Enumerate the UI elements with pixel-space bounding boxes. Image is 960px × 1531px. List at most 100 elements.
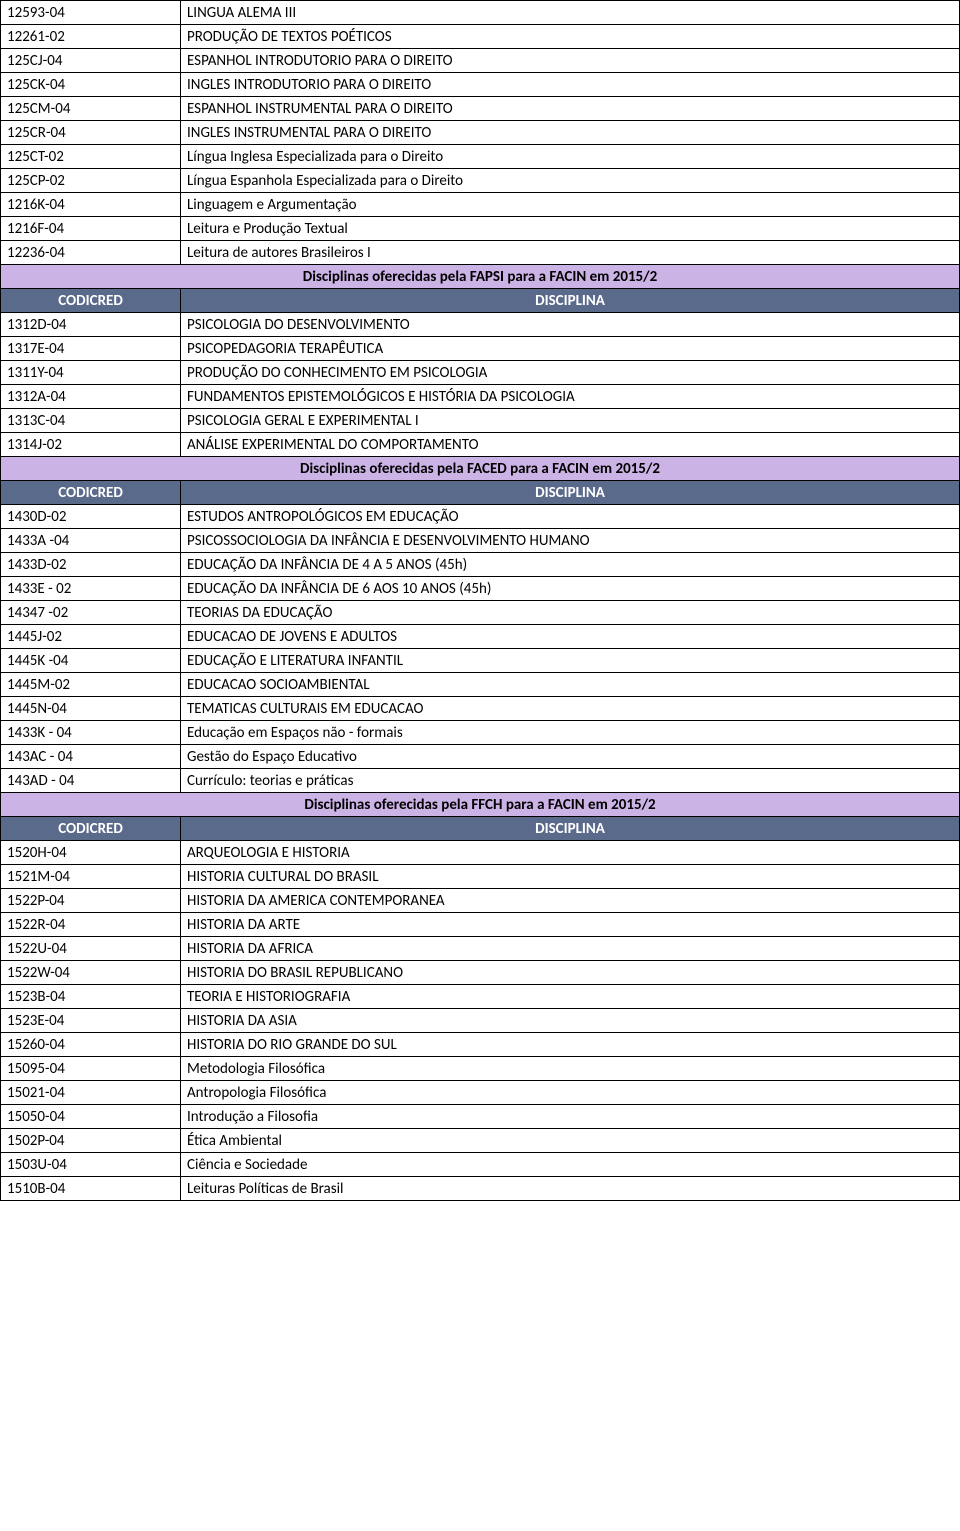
- course-code: 12236-04: [1, 241, 181, 265]
- table-row: 1520H-04ARQUEOLOGIA E HISTORIA: [1, 841, 960, 865]
- table-row: 1523E-04HISTORIA DA ASIA: [1, 1009, 960, 1033]
- course-code: 1317E-04: [1, 337, 181, 361]
- table-row: 1445J-02EDUCACAO DE JOVENS E ADULTOS: [1, 625, 960, 649]
- table-row: 1317E-04PSICOPEDAGORIA TERAPÊUTICA: [1, 337, 960, 361]
- course-code: 1433E - 02: [1, 577, 181, 601]
- course-code: 15095-04: [1, 1057, 181, 1081]
- table-row: 125CJ-04ESPANHOL INTRODUTORIO PARA O DIR…: [1, 49, 960, 73]
- course-description: EDUCAÇÃO DA INFÂNCIA DE 6 AOS 10 ANOS (4…: [181, 577, 960, 601]
- course-code: 1502P-04: [1, 1129, 181, 1153]
- table-row: 1312A-04FUNDAMENTOS EPISTEMOLÓGICOS E HI…: [1, 385, 960, 409]
- course-code: 1523E-04: [1, 1009, 181, 1033]
- table-row: 1430D-02ESTUDOS ANTROPOLÓGICOS EM EDUCAÇ…: [1, 505, 960, 529]
- table-row: 1523B-04TEORIA E HISTORIOGRAFIA: [1, 985, 960, 1009]
- course-description: HISTORIA DO BRASIL REPUBLICANO: [181, 961, 960, 985]
- table-row: 1522P-04HISTORIA DA AMERICA CONTEMPORANE…: [1, 889, 960, 913]
- table-row: 1433E - 02EDUCAÇÃO DA INFÂNCIA DE 6 AOS …: [1, 577, 960, 601]
- table-row: 15095-04Metodologia Filosófica: [1, 1057, 960, 1081]
- course-code: 125CT-02: [1, 145, 181, 169]
- table-row: 12261-02PRODUÇÃO DE TEXTOS POÉTICOS: [1, 25, 960, 49]
- table-row: 125CM-04ESPANHOL INSTRUMENTAL PARA O DIR…: [1, 97, 960, 121]
- course-description: ARQUEOLOGIA E HISTORIA: [181, 841, 960, 865]
- table-row: 1216F-04Leitura e Produção Textual: [1, 217, 960, 241]
- table-row: 1510B-04Leituras Políticas de Brasil: [1, 1177, 960, 1201]
- course-description: PSICOLOGIA GERAL E EXPERIMENTAL I: [181, 409, 960, 433]
- course-code: 12593-04: [1, 1, 181, 25]
- course-code: 15021-04: [1, 1081, 181, 1105]
- course-description: INGLES INTRODUTORIO PARA O DIREITO: [181, 73, 960, 97]
- table-row: 1522R-04HISTORIA DA ARTE: [1, 913, 960, 937]
- table-row: 1502P-04Ética Ambiental: [1, 1129, 960, 1153]
- course-description: PRODUÇÃO DE TEXTOS POÉTICOS: [181, 25, 960, 49]
- course-description: Língua Espanhola Especializada para o Di…: [181, 169, 960, 193]
- section-title-row: Disciplinas oferecidas pela FACED para a…: [1, 457, 960, 481]
- course-description: Leituras Políticas de Brasil: [181, 1177, 960, 1201]
- table-row: 1433K - 04Educação em Espaços não - form…: [1, 721, 960, 745]
- table-row: 15050-04Introdução a Filosofia: [1, 1105, 960, 1129]
- course-code: 1312D-04: [1, 313, 181, 337]
- table-row: 1503U-04Ciência e Sociedade: [1, 1153, 960, 1177]
- section-title: Disciplinas oferecidas pela FFCH para a …: [1, 793, 960, 817]
- table-row: 125CK-04INGLES INTRODUTORIO PARA O DIREI…: [1, 73, 960, 97]
- course-code: 15260-04: [1, 1033, 181, 1057]
- course-table: 12593-04LINGUA ALEMA III12261-02PRODUÇÃO…: [0, 0, 960, 1201]
- course-code: 1445J-02: [1, 625, 181, 649]
- course-code: 1433K - 04: [1, 721, 181, 745]
- course-code: 1433A -04: [1, 529, 181, 553]
- table-row: 1445K -04EDUCAÇÃO E LITERATURA INFANTIL: [1, 649, 960, 673]
- course-code: 1216K-04: [1, 193, 181, 217]
- course-description: Introdução a Filosofia: [181, 1105, 960, 1129]
- course-description: TEORIA E HISTORIOGRAFIA: [181, 985, 960, 1009]
- course-description: ESTUDOS ANTROPOLÓGICOS EM EDUCAÇÃO: [181, 505, 960, 529]
- table-row: 1521M-04HISTORIA CULTURAL DO BRASIL: [1, 865, 960, 889]
- table-row: 143AD - 04Currículo: teorias e práticas: [1, 769, 960, 793]
- table-row: 1314J-02ANÁLISE EXPERIMENTAL DO COMPORTA…: [1, 433, 960, 457]
- course-description: Ciência e Sociedade: [181, 1153, 960, 1177]
- course-code: 1522W-04: [1, 961, 181, 985]
- course-code: 125CK-04: [1, 73, 181, 97]
- course-code: 1430D-02: [1, 505, 181, 529]
- course-code: 1510B-04: [1, 1177, 181, 1201]
- course-code: 1522U-04: [1, 937, 181, 961]
- course-code: 125CR-04: [1, 121, 181, 145]
- course-description: Currículo: teorias e práticas: [181, 769, 960, 793]
- section-title: Disciplinas oferecidas pela FACED para a…: [1, 457, 960, 481]
- course-description: EDUCACAO SOCIOAMBIENTAL: [181, 673, 960, 697]
- course-code: 125CP-02: [1, 169, 181, 193]
- course-code: 1503U-04: [1, 1153, 181, 1177]
- course-code: 14347 -02: [1, 601, 181, 625]
- course-description: INGLES INSTRUMENTAL PARA O DIREITO: [181, 121, 960, 145]
- course-code: 1312A-04: [1, 385, 181, 409]
- course-code: 1314J-02: [1, 433, 181, 457]
- description-column-header: DISCIPLINA: [181, 817, 960, 841]
- table-row: 15260-04HISTORIA DO RIO GRANDE DO SUL: [1, 1033, 960, 1057]
- course-description: FUNDAMENTOS EPISTEMOLÓGICOS E HISTÓRIA D…: [181, 385, 960, 409]
- column-header-row: CODICREDDISCIPLINA: [1, 289, 960, 313]
- course-code: 1520H-04: [1, 841, 181, 865]
- code-column-header: CODICRED: [1, 289, 181, 313]
- course-code: 1445K -04: [1, 649, 181, 673]
- column-header-row: CODICREDDISCIPLINA: [1, 817, 960, 841]
- course-code: 1521M-04: [1, 865, 181, 889]
- course-code: 125CJ-04: [1, 49, 181, 73]
- course-description: HISTORIA DO RIO GRANDE DO SUL: [181, 1033, 960, 1057]
- course-code: 125CM-04: [1, 97, 181, 121]
- course-description: Linguagem e Argumentação: [181, 193, 960, 217]
- section-title-row: Disciplinas oferecidas pela FFCH para a …: [1, 793, 960, 817]
- course-description: TEMATICAS CULTURAIS EM EDUCACAO: [181, 697, 960, 721]
- course-description: HISTORIA DA AFRICA: [181, 937, 960, 961]
- section-title-row: Disciplinas oferecidas pela FAPSI para a…: [1, 265, 960, 289]
- table-row: 12593-04LINGUA ALEMA III: [1, 1, 960, 25]
- description-column-header: DISCIPLINA: [181, 481, 960, 505]
- course-code: 1313C-04: [1, 409, 181, 433]
- course-code: 1311Y-04: [1, 361, 181, 385]
- table-row: 1313C-04PSICOLOGIA GERAL E EXPERIMENTAL …: [1, 409, 960, 433]
- course-description: HISTORIA DA AMERICA CONTEMPORANEA: [181, 889, 960, 913]
- course-description: PSICOSSOCIOLOGIA DA INFÂNCIA E DESENVOLV…: [181, 529, 960, 553]
- table-row: 1522U-04HISTORIA DA AFRICA: [1, 937, 960, 961]
- course-description: Educação em Espaços não - formais: [181, 721, 960, 745]
- course-description: TEORIAS DA EDUCAÇÃO: [181, 601, 960, 625]
- course-description: EDUCAÇÃO E LITERATURA INFANTIL: [181, 649, 960, 673]
- table-row: 1522W-04HISTORIA DO BRASIL REPUBLICANO: [1, 961, 960, 985]
- description-column-header: DISCIPLINA: [181, 289, 960, 313]
